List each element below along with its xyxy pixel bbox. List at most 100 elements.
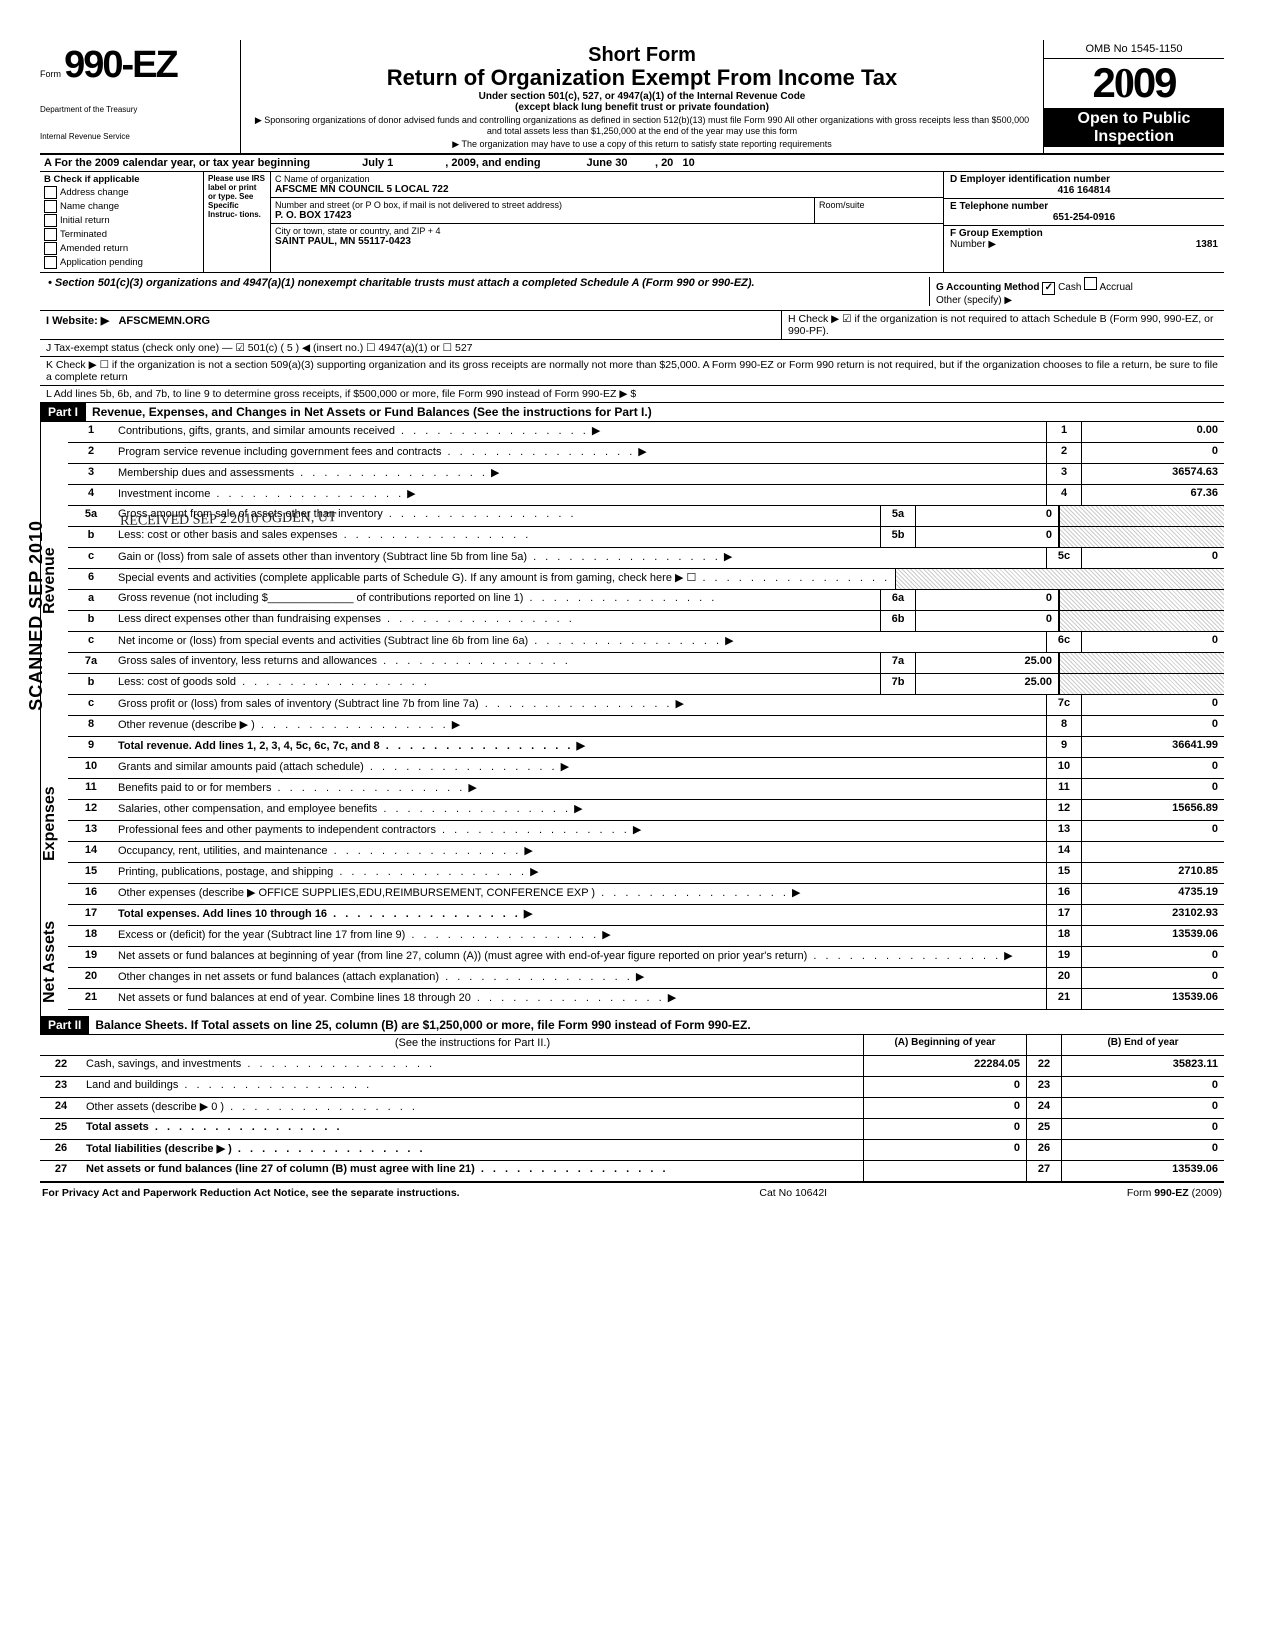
line-l5b: bLess: cost or other basis and sales exp… xyxy=(68,527,1224,548)
open-line2: Inspection xyxy=(1044,128,1224,146)
line-l4: 4Investment income ▶467.36 xyxy=(68,485,1224,506)
copy-note: ▶ The organization may have to use a cop… xyxy=(247,139,1037,150)
check-initial[interactable]: Initial return xyxy=(44,214,199,227)
right-header-box: OMB No 1545-1150 20200909 Open to Public… xyxy=(1043,40,1224,153)
line-a-yr: 10 xyxy=(682,157,694,169)
check-name[interactable]: Name change xyxy=(44,200,199,213)
name-label: C Name of organization xyxy=(275,174,939,184)
line-l6b: bLess direct expenses other than fundrai… xyxy=(68,611,1224,632)
line-l10: 10Grants and similar amounts paid (attac… xyxy=(68,758,1224,779)
open-line1: Open to Public xyxy=(1044,110,1224,128)
dept-treasury: Department of the Treasury xyxy=(40,105,240,114)
group-value: 1381 xyxy=(1196,239,1218,250)
title-box: Short Form Return of Organization Exempt… xyxy=(241,40,1043,153)
footer-mid: Cat No 10642I xyxy=(759,1187,827,1199)
line-l1: 1Contributions, gifts, grants, and simil… xyxy=(68,422,1224,443)
l-row: L Add lines 5b, 6b, and 7b, to line 9 to… xyxy=(40,386,1224,403)
label-box: Please use IRS label or print or type. S… xyxy=(204,172,271,272)
line-a: A For the 2009 calendar year, or tax yea… xyxy=(40,155,1224,172)
line-l7c: cGross profit or (loss) from sales of in… xyxy=(68,695,1224,716)
bs-l27: 27Net assets or fund balances (line 27 o… xyxy=(40,1161,1224,1182)
footer-right: Form 990-EZ (2009) xyxy=(1127,1187,1222,1199)
ein-value: 416 164814 xyxy=(950,185,1218,196)
accounting-method: G Accounting Method ✓ Cash Accrual Other… xyxy=(929,277,1216,306)
line-l6c: cNet income or (loss) from special event… xyxy=(68,632,1224,653)
check-amended[interactable]: Amended return xyxy=(44,242,199,255)
addr-label: Number and street (or P O box, if mail i… xyxy=(275,200,562,210)
except-text: (except black lung benefit trust or priv… xyxy=(247,102,1037,113)
k-row: K Check ▶ ☐ if the organization is not a… xyxy=(40,357,1224,386)
balance-sheet-body: 22Cash, savings, and investments22284.05… xyxy=(40,1056,1224,1182)
line-a-mid: , 2009, and ending xyxy=(445,157,540,169)
h-text: H Check ▶ ☑ if the organization is not r… xyxy=(781,311,1224,339)
open-public: Open to Public Inspection xyxy=(1044,108,1224,147)
form-year: 20200909 xyxy=(1044,59,1224,108)
part1-grid: RECEIVED SEP 2 2010 OGDEN, UT Revenue Ex… xyxy=(40,422,1224,1016)
org-name: AFSCME MN COUNCIL 5 LOCAL 722 xyxy=(275,184,449,195)
line-l20: 20Other changes in net assets or fund ba… xyxy=(68,968,1224,989)
line-l8: 8Other revenue (describe ▶ ) ▶80 xyxy=(68,716,1224,737)
col-b-header: (B) End of year xyxy=(1061,1035,1224,1055)
col-a-header: (A) Beginning of year xyxy=(863,1035,1026,1055)
line-l2: 2Program service revenue including gover… xyxy=(68,443,1224,464)
org-city: SAINT PAUL, MN 55117-0423 xyxy=(275,236,411,247)
side-revenue: Revenue xyxy=(40,422,65,740)
line-l15: 15Printing, publications, postage, and s… xyxy=(68,863,1224,884)
form-number: 990-EZ xyxy=(64,44,177,86)
main-info-grid: B Check if applicable Address change Nam… xyxy=(40,172,1224,273)
line-a-end: June 30 xyxy=(586,157,627,169)
bs-l23: 23Land and buildings0230 xyxy=(40,1077,1224,1098)
cash-checkbox[interactable]: ✓ xyxy=(1042,282,1055,295)
line-l21: 21Net assets or fund balances at end of … xyxy=(68,989,1224,1010)
form-title: Return of Organization Exempt From Incom… xyxy=(247,65,1037,91)
check-pending[interactable]: Application pending xyxy=(44,256,199,269)
website-label: I Website: ▶ xyxy=(46,315,109,327)
line-l18: 18Excess or (deficit) for the year (Subt… xyxy=(68,926,1224,947)
line-l6a: aGross revenue (not including $_________… xyxy=(68,590,1224,611)
bs-l25: 25Total assets0250 xyxy=(40,1119,1224,1140)
line-l7a: 7aGross sales of inventory, less returns… xyxy=(68,653,1224,674)
part2-header: Part II Balance Sheets. If Total assets … xyxy=(40,1016,1224,1035)
sponsor-note: ▶ Sponsoring organizations of donor advi… xyxy=(247,115,1037,137)
line-a-begin: July 1 xyxy=(362,157,393,169)
bs-l26: 26Total liabilities (describe ▶ )0260 xyxy=(40,1140,1224,1161)
check-terminated[interactable]: Terminated xyxy=(44,228,199,241)
line-l16: 16Other expenses (describe ▶ OFFICE SUPP… xyxy=(68,884,1224,905)
section-b: B Check if applicable Address change Nam… xyxy=(40,172,204,272)
g-label: G Accounting Method xyxy=(936,282,1040,293)
omb-number: OMB No 1545-1150 xyxy=(1044,40,1224,59)
part1-header: Part I Revenue, Expenses, and Changes in… xyxy=(40,403,1224,422)
room-label: Room/suite xyxy=(814,198,943,223)
section-c: C Name of organization AFSCME MN COUNCIL… xyxy=(271,172,943,272)
website-value: AFSCMEMN.ORG xyxy=(118,315,210,327)
line-l19: 19Net assets or fund balances at beginni… xyxy=(68,947,1224,968)
accrual-checkbox[interactable] xyxy=(1084,277,1097,290)
short-form-label: Short Form xyxy=(247,44,1037,67)
part1-label: Part I xyxy=(40,403,86,421)
j-row: J Tax-exempt status (check only one) — ☑… xyxy=(40,340,1224,357)
check-address[interactable]: Address change xyxy=(44,186,199,199)
bullet-row: • Section 501(c)(3) organizations and 49… xyxy=(40,273,1224,311)
bullet-text: • Section 501(c)(3) organizations and 49… xyxy=(48,277,929,306)
line-l6: 6Special events and activities (complete… xyxy=(68,569,1224,590)
ein-label: D Employer identification number xyxy=(950,174,1110,185)
line-l3: 3Membership dues and assessments ▶336574… xyxy=(68,464,1224,485)
bs-l22: 22Cash, savings, and investments22284.05… xyxy=(40,1056,1224,1077)
line-l9: 9Total revenue. Add lines 1, 2, 3, 4, 5c… xyxy=(68,737,1224,758)
org-address: P. O. BOX 17423 xyxy=(275,210,352,221)
form-header: Form 990-EZ Department of the Treasury I… xyxy=(40,40,1224,155)
line-l5c: cGain or (loss) from sale of assets othe… xyxy=(68,548,1224,569)
line-l12: 12Salaries, other compensation, and empl… xyxy=(68,800,1224,821)
line-l17: 17Total expenses. Add lines 10 through 1… xyxy=(68,905,1224,926)
right-info-col: D Employer identification number 416 164… xyxy=(943,172,1224,272)
section-b-label: B Check if applicable xyxy=(44,174,140,185)
other-specify: Other (specify) ▶ xyxy=(936,295,1012,306)
side-netassets: Net Assets xyxy=(40,908,65,1016)
side-expenses: Expenses xyxy=(40,740,65,908)
phone-value: 651-254-0916 xyxy=(950,212,1218,223)
dept-irs: Internal Revenue Service xyxy=(40,132,240,141)
part2-sub: (See the instructions for Part II.) (A) … xyxy=(40,1035,1224,1056)
page-footer: For Privacy Act and Paperwork Reduction … xyxy=(40,1182,1224,1203)
line-l11: 11Benefits paid to or for members ▶110 xyxy=(68,779,1224,800)
line-l7b: bLess: cost of goods sold7b25.00 xyxy=(68,674,1224,695)
